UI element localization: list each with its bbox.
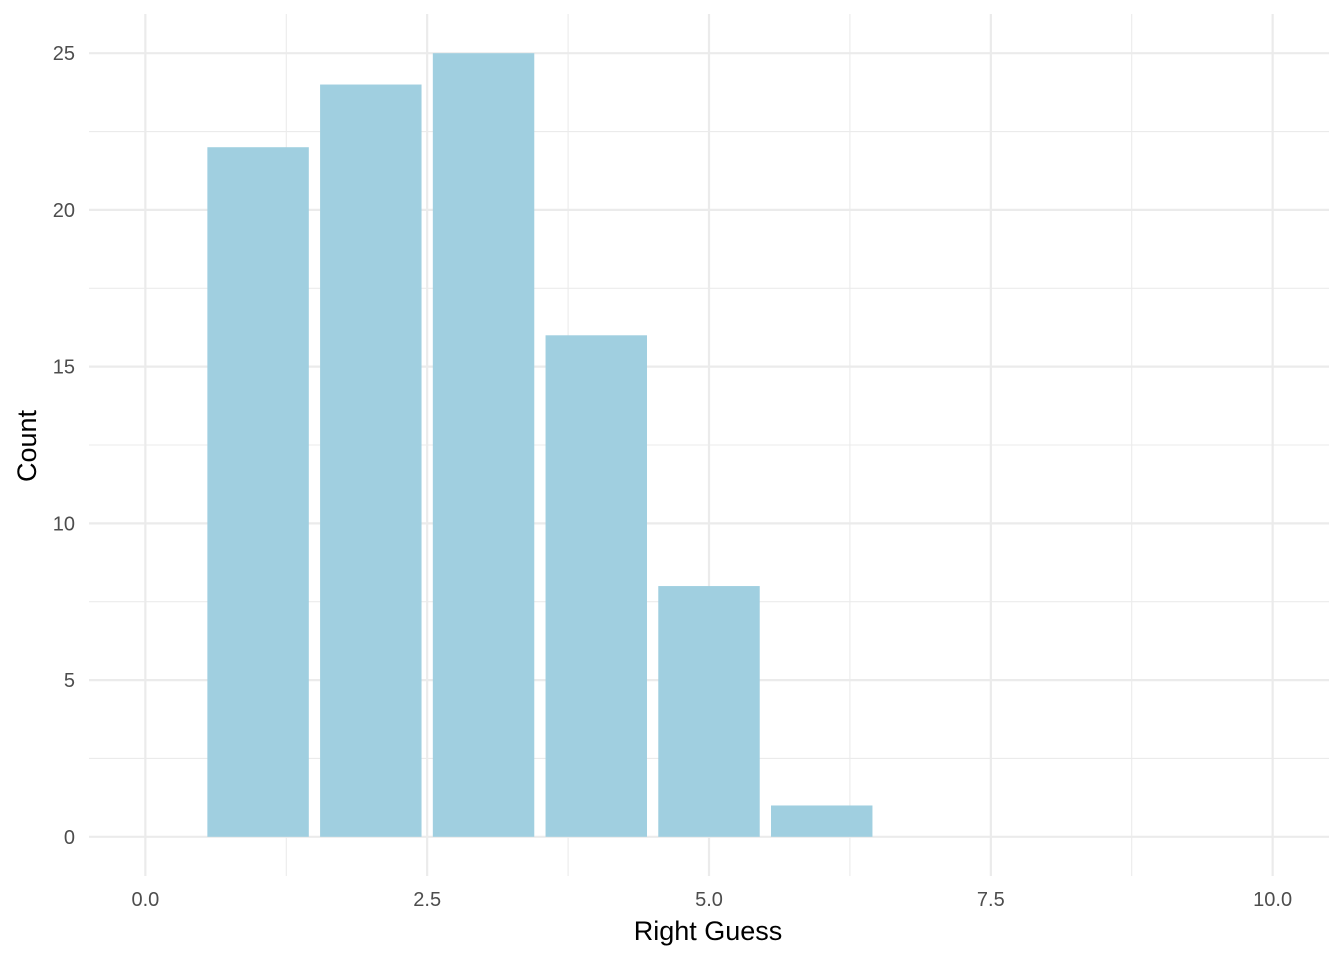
bar-2 [320,84,422,837]
bar-3 [432,53,535,837]
y-axis-title: Count [12,409,42,482]
x-axis-ticks: 0.0 2.5 5.0 7.5 10.0 [131,889,1292,911]
bar-6 [771,805,873,837]
y-tick-label: 5 [64,670,75,692]
y-tick-label: 25 [53,43,75,65]
bars [207,53,873,837]
bar-5 [658,586,760,837]
y-tick-label: 15 [53,357,75,379]
y-tick-label: 10 [53,513,75,535]
x-tick-label: 2.5 [413,889,441,911]
y-tick-label: 0 [64,827,75,849]
x-axis-title: Right Guess [634,916,783,946]
y-axis-ticks: 0 5 10 15 20 25 [53,43,75,849]
x-tick-label: 5.0 [695,889,723,911]
y-tick-label: 20 [53,200,75,222]
x-tick-label: 10.0 [1253,889,1292,911]
x-tick-label: 0.0 [131,889,159,911]
bar-4 [545,335,647,837]
x-tick-label: 7.5 [977,889,1005,911]
bar-1 [207,147,309,837]
